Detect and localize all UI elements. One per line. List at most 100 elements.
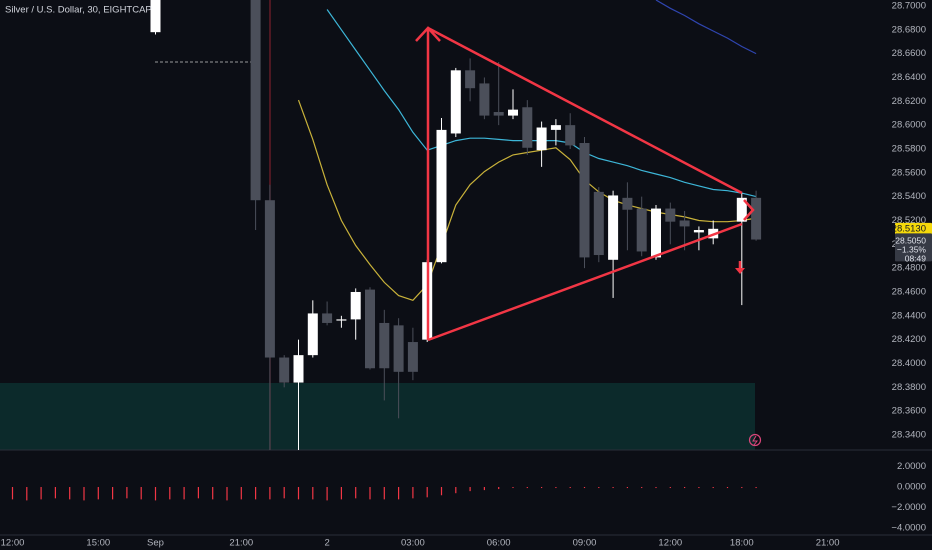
candle-body xyxy=(593,191,604,256)
candle-body xyxy=(579,143,590,258)
indicator-bar xyxy=(140,487,142,500)
indicator-bar xyxy=(212,487,214,500)
x-tick-label: 09:00 xyxy=(573,538,597,549)
indicator-bar xyxy=(69,487,71,500)
candle-body xyxy=(693,230,704,233)
indicator-bar xyxy=(569,487,571,489)
candle-body xyxy=(350,291,361,320)
alert-icon-bolt xyxy=(752,435,758,446)
x-tick-label: 06:00 xyxy=(487,538,511,549)
indicator-bar xyxy=(383,487,385,500)
candle-body xyxy=(436,129,447,263)
chart-title: Silver / U.S. Dollar, 30, EIGHTCAP xyxy=(5,5,152,16)
trend-line xyxy=(427,26,743,195)
candle-body xyxy=(608,195,619,260)
indicator-bar xyxy=(469,487,471,492)
y-tick-label: 28.7000 xyxy=(892,0,926,11)
candle-body xyxy=(150,0,161,33)
indicator-bar xyxy=(11,487,14,500)
indicator-bar xyxy=(283,487,285,499)
indicator-bar xyxy=(655,487,657,489)
indicator-bar xyxy=(684,487,686,489)
indicator-bar xyxy=(755,487,757,489)
x-tick-label: 12:00 xyxy=(658,538,682,549)
y-tick-label: 28.5600 xyxy=(892,167,926,178)
y-tick-label: 28.5400 xyxy=(892,191,926,202)
candle-body xyxy=(636,208,647,252)
indicator-bar xyxy=(498,487,500,490)
alert-icon[interactable] xyxy=(748,433,762,447)
candle-body xyxy=(379,322,390,369)
candle-body xyxy=(322,313,333,323)
indicator-bar xyxy=(54,487,56,499)
y-tick-label: 28.4400 xyxy=(892,310,926,321)
indicator-bar xyxy=(612,487,614,489)
candle-body xyxy=(665,208,676,222)
indicator-bar xyxy=(583,487,586,489)
indicator-bar xyxy=(440,487,443,496)
x-tick-label: Sep xyxy=(147,538,164,549)
indicator-bar xyxy=(255,487,257,500)
indicator-bar xyxy=(626,487,628,489)
plot-area xyxy=(150,0,762,450)
indicator-bar xyxy=(97,487,99,500)
x-tick-label: 2 xyxy=(324,538,329,549)
indicator-bar xyxy=(526,487,528,489)
y-tick-label: 28.4200 xyxy=(892,334,926,345)
indicator-bar xyxy=(40,487,42,500)
indicator-bar xyxy=(412,487,414,499)
indicator-bar xyxy=(598,487,600,489)
indicator-bar xyxy=(641,487,643,489)
indicator-bar xyxy=(555,487,557,489)
moving-average xyxy=(655,0,757,55)
indicator-bar xyxy=(154,487,157,501)
indicator-tick-label: −4.0000 xyxy=(891,523,926,534)
indicator-bar xyxy=(512,487,514,489)
y-tick-label: 28.5200 xyxy=(892,215,926,226)
candle-body xyxy=(407,342,418,372)
candle-body xyxy=(307,313,318,356)
candle-body xyxy=(365,289,375,369)
candle-body xyxy=(536,127,547,151)
x-tick-label: 12:00 xyxy=(1,538,25,549)
indicator-bar xyxy=(269,487,271,500)
x-tick-label: 21:00 xyxy=(816,538,840,549)
candle-body xyxy=(550,125,561,130)
indicator-bar xyxy=(698,487,700,489)
candle-body xyxy=(508,109,518,116)
indicator-bar xyxy=(726,487,729,489)
last-price-box xyxy=(895,222,932,235)
indicator-bar xyxy=(426,487,428,498)
price-info-box xyxy=(895,233,932,262)
y-tick-label: 28.6000 xyxy=(892,120,926,131)
indicator-bar xyxy=(26,487,28,501)
indicator-bar xyxy=(312,487,314,500)
indicator-bar xyxy=(355,487,357,499)
indicator-bar xyxy=(340,487,342,500)
candle-body xyxy=(264,200,275,358)
indicator-pane xyxy=(11,487,757,501)
indicator-bar xyxy=(541,487,543,489)
indicator-bar xyxy=(455,487,457,494)
price-info-text: −1.35% xyxy=(897,245,927,255)
candle-body xyxy=(651,208,661,258)
indicator-bar xyxy=(112,487,114,500)
indicator-bar xyxy=(183,487,185,500)
y-tick-label: 28.6200 xyxy=(892,96,926,107)
indicator-tick-label: 0.0000 xyxy=(897,482,926,493)
arrow-head xyxy=(415,26,441,42)
candle-body xyxy=(450,70,461,134)
indicator-bar xyxy=(126,487,128,499)
candle-body xyxy=(336,319,347,321)
demand-zone xyxy=(0,383,755,450)
indicator-bar xyxy=(197,487,199,499)
indicator-bar xyxy=(169,487,171,500)
price-info-text: 08:49 xyxy=(905,254,927,264)
y-tick-label: 28.4800 xyxy=(892,263,926,274)
y-tick-label: 28.3800 xyxy=(892,382,926,393)
x-tick-label: 03:00 xyxy=(401,538,425,549)
candle-body xyxy=(679,220,690,227)
indicator-bar xyxy=(326,487,328,501)
trend-line xyxy=(427,222,743,342)
